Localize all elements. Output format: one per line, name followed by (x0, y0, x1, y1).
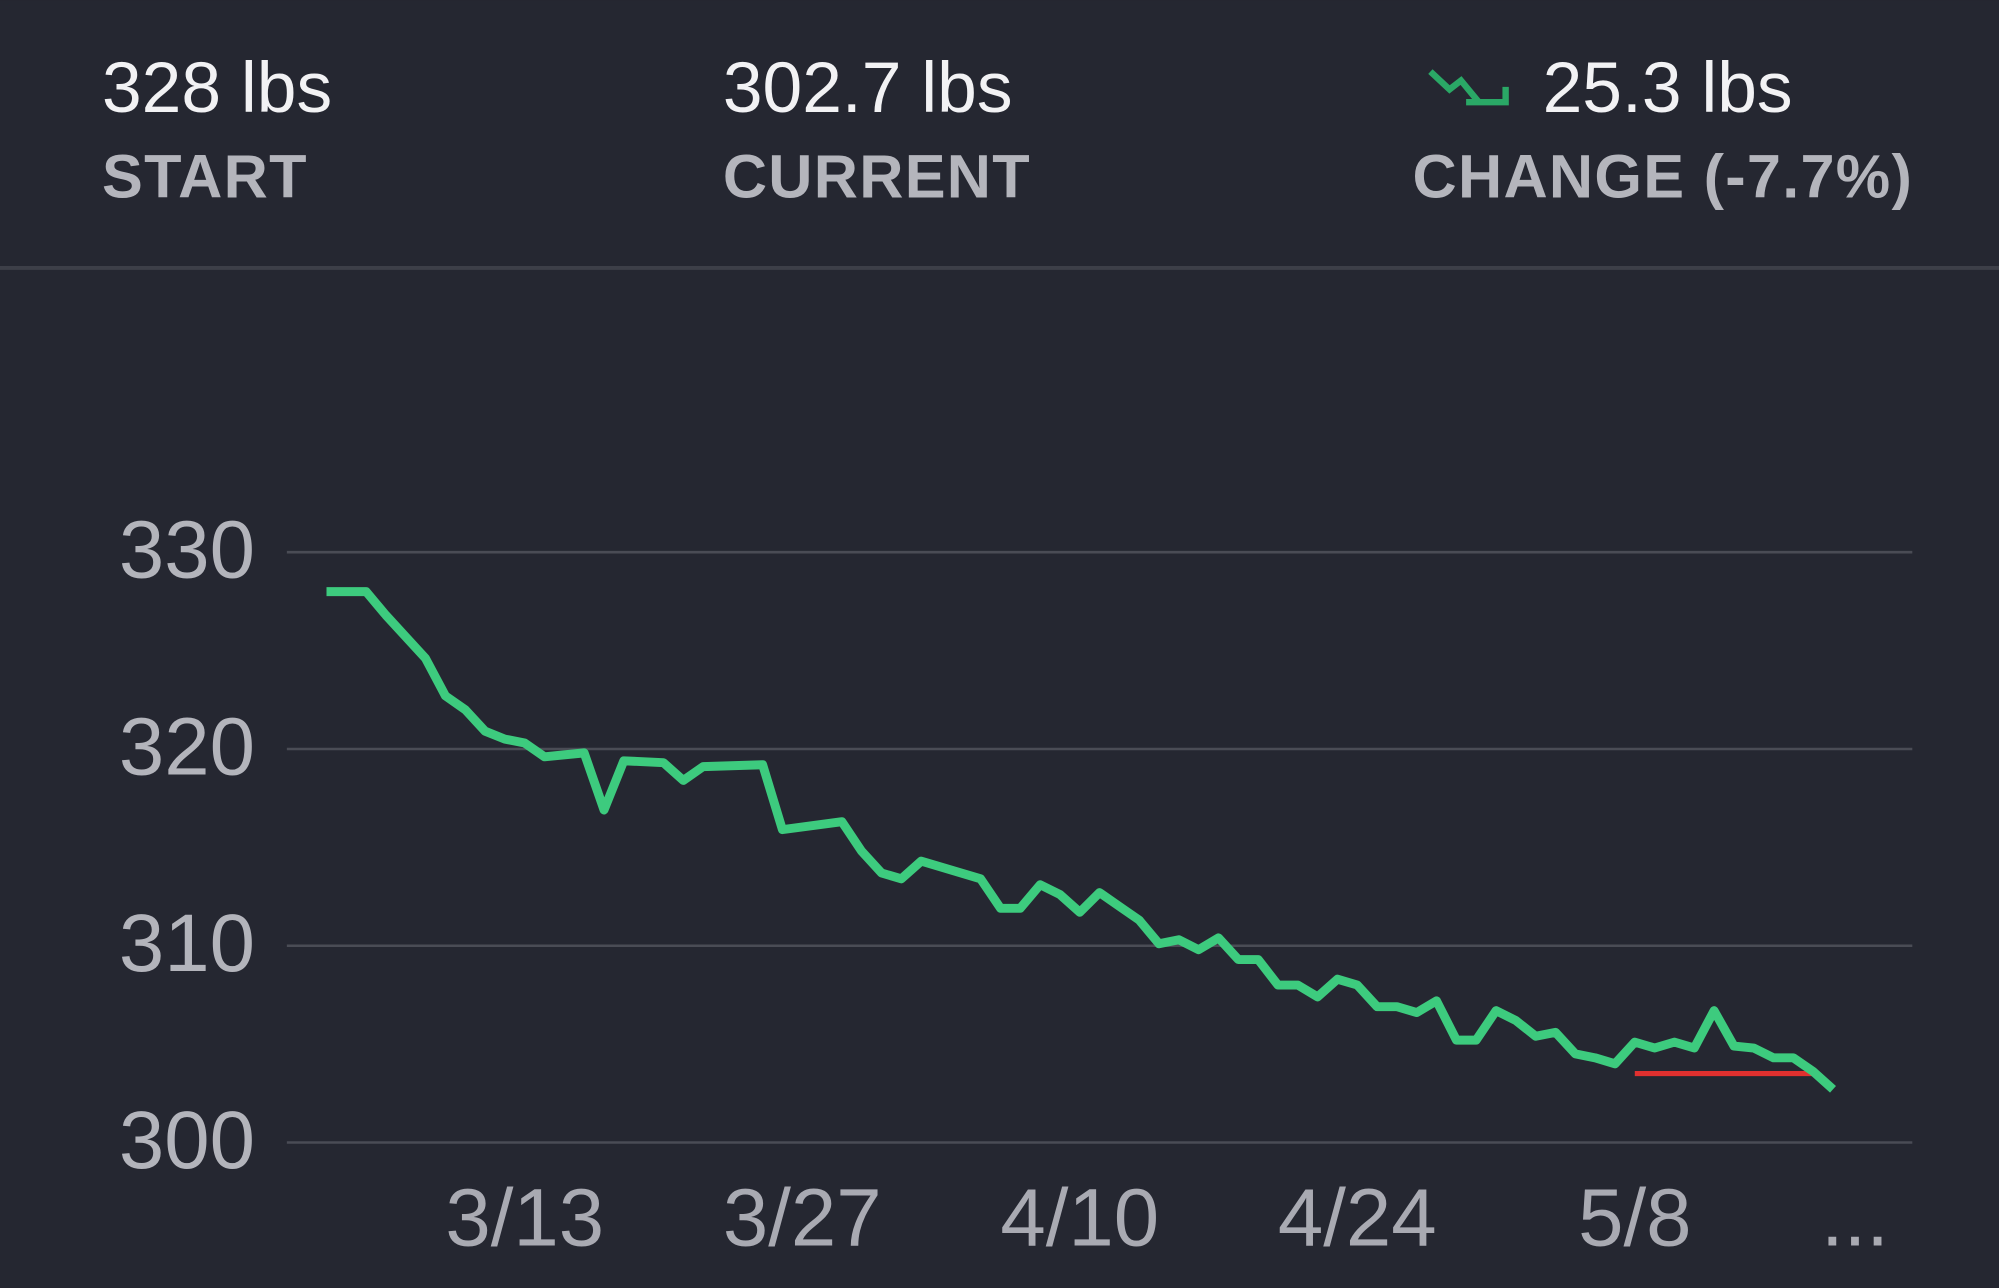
y-tick-label: 330 (119, 505, 255, 596)
x-tick-label: 4/24 (1278, 1173, 1437, 1264)
stat-label: START (102, 142, 308, 210)
stat-value: 25.3 lbs (1543, 48, 1793, 128)
stat-value: 302.7 lbs (723, 48, 1013, 128)
y-tick-label: 310 (119, 898, 255, 989)
x-tick-label: 4/10 (1000, 1173, 1159, 1264)
y-tick-label: 300 (119, 1095, 255, 1186)
weight-line (326, 587, 1836, 1093)
y-tick-label: 320 (119, 701, 255, 792)
plot: 300 310 320 330 3/13 3/27 4/10 4/24 5/8... (119, 505, 1913, 1264)
stat-value: 328 lbs (102, 48, 332, 128)
stat-label: CURRENT (723, 142, 1031, 210)
x-tick-label: 5/8 (1578, 1173, 1691, 1264)
trend-icon (1428, 69, 1509, 106)
x-tick-label: 3/27 (723, 1173, 882, 1264)
more-button[interactable]: ... (1821, 1173, 1889, 1264)
x-tick-label: 3/13 (445, 1173, 604, 1264)
stat-label: CHANGE (-7.7%) (1413, 142, 1914, 210)
